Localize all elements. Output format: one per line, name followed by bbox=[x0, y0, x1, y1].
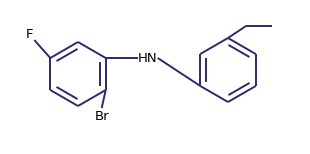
Text: Br: Br bbox=[95, 109, 109, 122]
Text: F: F bbox=[25, 28, 33, 41]
Text: HN: HN bbox=[138, 51, 157, 65]
